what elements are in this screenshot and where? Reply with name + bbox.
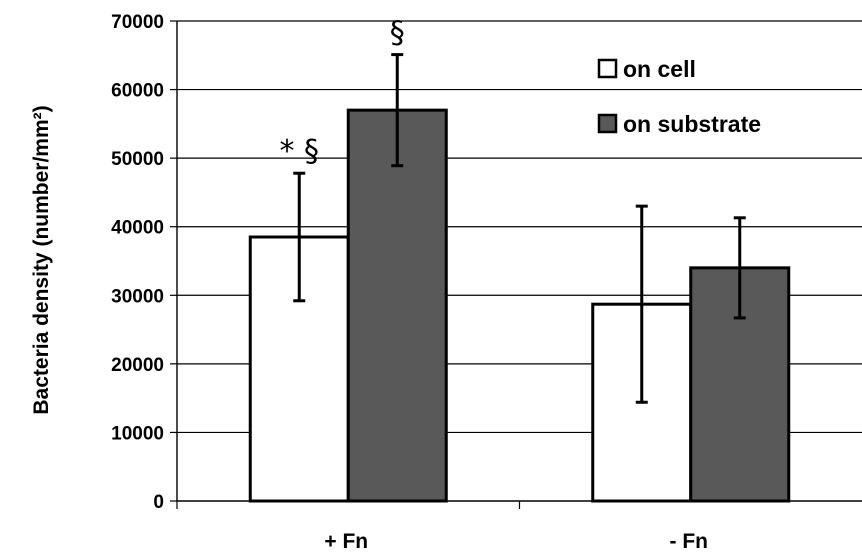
legend-label: on substrate [623, 111, 761, 137]
y-tick-label: 10000 [111, 423, 164, 444]
x-tick-label: - Fn [670, 530, 708, 553]
y-tick-label: 60000 [111, 81, 164, 102]
error-bars [293, 53, 746, 404]
y-tick-label: 50000 [111, 149, 164, 170]
y-tick-label: 70000 [111, 12, 164, 33]
y-tick-labels: 0 10000 20000 30000 40000 50000 60000 70000 [111, 12, 164, 513]
legend-swatch-on-cell [597, 58, 618, 79]
x-tick-labels: + Fn - Fn [324, 530, 708, 553]
x-tick-label: + Fn [324, 530, 368, 553]
y-tick-label: 20000 [111, 355, 164, 376]
y-axis-label: Bacteria density (number/mm²) [30, 105, 53, 414]
legend: on cell on substrate [597, 56, 761, 137]
y-tick-label: 30000 [111, 286, 164, 307]
significance-annotation: § [390, 16, 405, 51]
annotations: * § § [279, 16, 404, 170]
y-tick-label: 40000 [111, 218, 164, 239]
significance-annotation: * § [279, 134, 319, 169]
bars [248, 108, 791, 503]
legend-label: on cell [623, 56, 696, 82]
y-tick-label: 0 [153, 492, 164, 513]
bar-on-substrate [346, 108, 448, 503]
axes [170, 20, 862, 509]
legend-swatch-on-substrate [597, 113, 618, 134]
